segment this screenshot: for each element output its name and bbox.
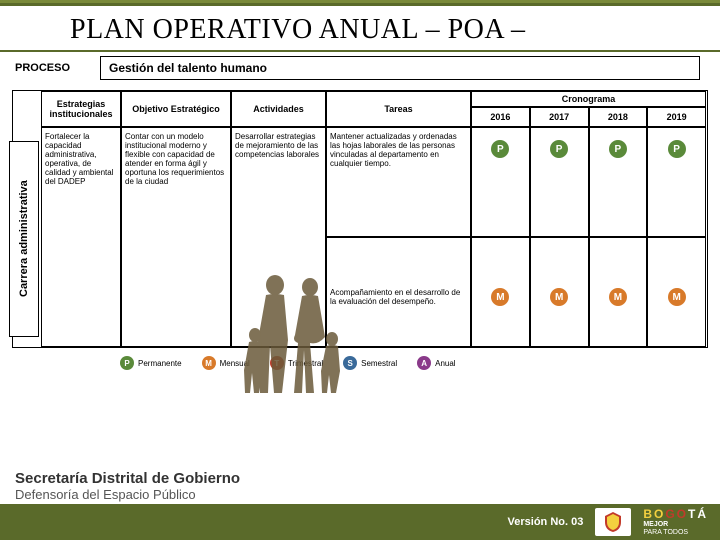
footer-org1: Secretaría Distrital de Gobierno <box>15 470 705 487</box>
bogota-line2: MEJOR <box>643 521 708 529</box>
badge-m-icon: M <box>491 288 509 306</box>
legend-label: Semestral <box>361 359 397 368</box>
header-estrategias: Estrategias institucionales <box>41 91 121 127</box>
cell-estrategia: Fortalecer la capacidad administrativa, … <box>41 127 121 347</box>
legend-item: P Permanente <box>120 356 182 370</box>
family-silhouette-icon <box>230 265 360 395</box>
mark-cell: P <box>530 127 589 237</box>
mark-cell: M <box>530 237 589 347</box>
badge-p-icon: P <box>668 140 686 158</box>
version-label: Versión No. 03 <box>508 516 584 528</box>
proceso-value: Gestión del talento humano <box>100 56 700 80</box>
legend-badge-icon: M <box>202 356 216 370</box>
proceso-row: PROCESO Gestión del talento humano <box>0 52 720 84</box>
badge-m-icon: M <box>550 288 568 306</box>
header-cronograma: Cronograma <box>471 91 706 107</box>
mark-cell: M <box>471 237 530 347</box>
legend-badge-icon: A <box>417 356 431 370</box>
marks-row: P P P P <box>471 127 706 237</box>
proceso-label: PROCESO <box>10 62 100 74</box>
mark-cell: P <box>589 127 648 237</box>
header-year: 2016 <box>471 107 530 127</box>
mark-cell: M <box>647 237 706 347</box>
header-year: 2017 <box>530 107 589 127</box>
mark-cell: P <box>471 127 530 237</box>
marks-row: M M M M <box>471 237 706 347</box>
table-body: Fortalecer la capacidad administrativa, … <box>41 127 707 347</box>
legend-badge-icon: P <box>120 356 134 370</box>
side-vertical-label: Carrera administrativa <box>9 141 39 337</box>
main-table: Carrera administrativa Estrategias insti… <box>12 90 708 348</box>
mark-cell: M <box>589 237 648 347</box>
cell-tarea: Mantener actualizadas y ordenadas las ho… <box>326 127 471 237</box>
footer-titles: Secretaría Distrital de Gobierno Defenso… <box>0 466 720 504</box>
badge-m-icon: M <box>668 288 686 306</box>
header-years-row: 2016 2017 2018 2019 <box>471 107 706 127</box>
mark-cell: P <box>647 127 706 237</box>
footer: Secretaría Distrital de Gobierno Defenso… <box>0 466 720 540</box>
bogota-line3: PARA TODOS <box>643 529 708 537</box>
header-year: 2019 <box>647 107 706 127</box>
footer-bar: Versión No. 03 BOGOTÁ MEJOR PARA TODOS <box>0 504 720 540</box>
badge-m-icon: M <box>609 288 627 306</box>
shield-logo-icon <box>595 508 631 536</box>
cell-objetivo: Contar con un modelo institucional moder… <box>121 127 231 347</box>
footer-org2: Defensoría del Espacio Público <box>15 487 705 502</box>
cronograma-column: P P P P M M M M <box>471 127 706 347</box>
badge-p-icon: P <box>550 140 568 158</box>
table-header-row: Estrategias institucionales Objetivo Est… <box>41 91 707 127</box>
page-title: PLAN OPERATIVO ANUAL – POA – <box>0 6 720 52</box>
bogota-slogan: BOGOTÁ MEJOR PARA TODOS <box>643 508 708 537</box>
legend-label: Anual <box>435 359 455 368</box>
header-actividades: Actividades <box>231 91 326 127</box>
header-tareas: Tareas <box>326 91 471 127</box>
header-year: 2018 <box>589 107 648 127</box>
legend-row: PPermanente MMensual TTrimestral SSemest… <box>0 348 720 374</box>
header-objetivo: Objetivo Estratégico <box>121 91 231 127</box>
badge-p-icon: P <box>609 140 627 158</box>
legend-item: A Anual <box>417 356 455 370</box>
legend-label: Permanente <box>138 359 182 368</box>
badge-p-icon: P <box>491 140 509 158</box>
